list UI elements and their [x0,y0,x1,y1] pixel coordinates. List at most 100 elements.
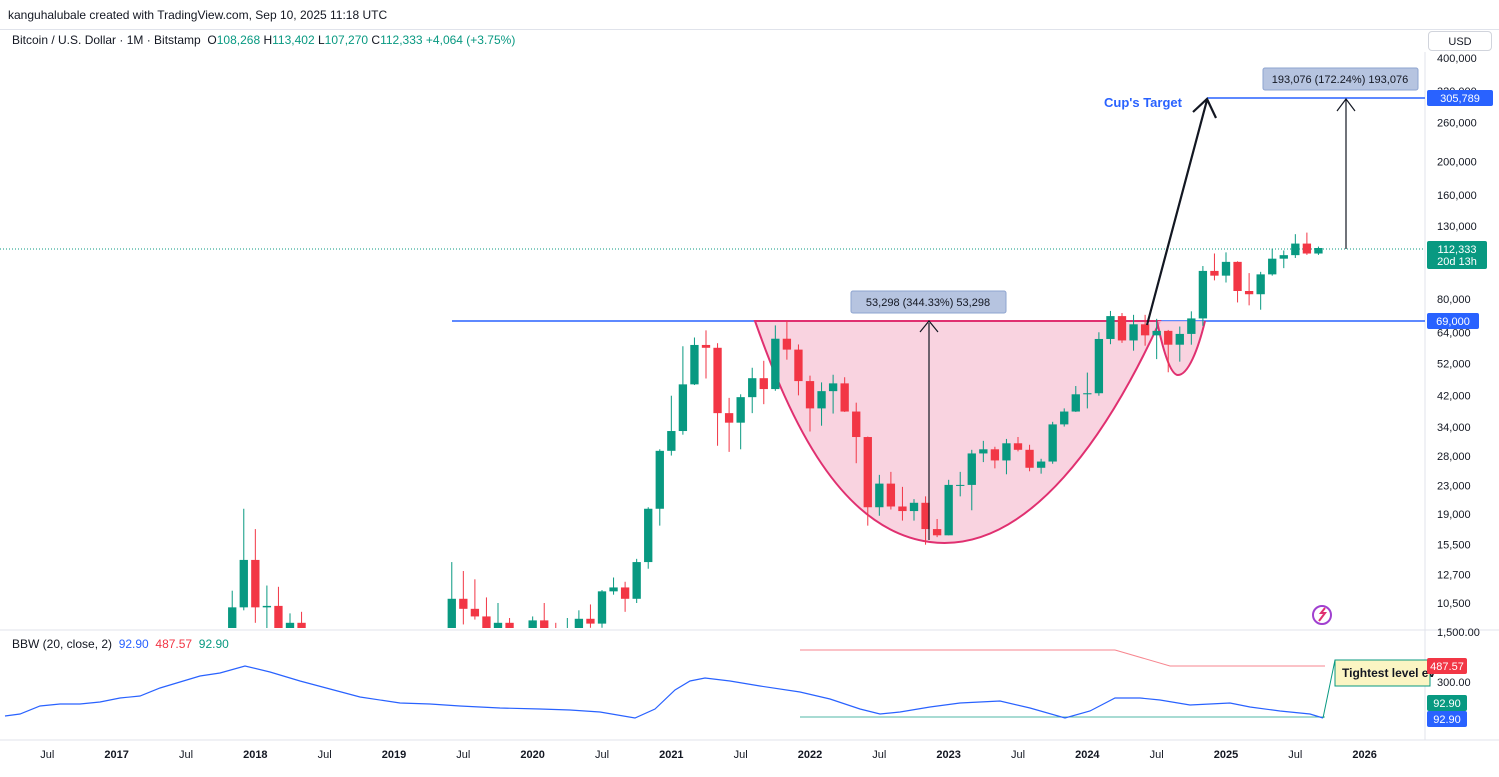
candle-body[interactable] [274,605,283,628]
candle-body[interactable] [771,338,780,390]
cup-shape[interactable] [753,320,1162,544]
cup-measure-box[interactable] [850,290,1007,314]
handle-shape[interactable] [1156,320,1206,377]
candle-body[interactable] [1013,443,1023,450]
candle-body[interactable] [1002,443,1011,461]
candle-body[interactable] [1175,333,1184,345]
candle-body[interactable] [632,562,641,599]
candle-body[interactable] [805,381,815,409]
candle-body[interactable] [828,383,838,392]
candle-body[interactable] [817,391,826,409]
time-tick-label: Jul [179,749,193,761]
candle-body[interactable] [644,508,653,563]
candle-body[interactable] [528,620,537,628]
candle-body[interactable] [1279,255,1288,259]
low-value: 107,270 [324,33,369,47]
candle-body[interactable] [863,437,872,508]
candle-body[interactable] [1106,316,1115,339]
candle-body[interactable] [586,618,595,624]
candle-body[interactable] [979,449,988,454]
candle-body[interactable] [1256,274,1265,295]
candle-body[interactable] [956,484,965,486]
candle-body[interactable] [470,608,480,617]
price-tick-label: 130,000 [1437,221,1477,233]
candle-body[interactable] [713,347,722,414]
candle-body[interactable] [690,344,699,385]
candle-body[interactable] [1060,411,1069,425]
candle-body[interactable] [505,622,514,628]
candle-body[interactable] [1187,318,1196,334]
candle-body[interactable] [1036,461,1046,468]
symbol-legend: Bitcoin / U.S. Dollar · 1M · Bitstamp O1… [12,33,515,47]
candle-body[interactable] [574,618,584,628]
candle-body[interactable] [840,383,849,412]
candle-body[interactable] [782,338,792,350]
close-value: 112,333 [380,33,423,47]
candle-body[interactable] [597,591,607,624]
candle-body[interactable] [724,413,734,423]
candle-body[interactable] [459,598,468,609]
candle-body[interactable] [1140,324,1150,336]
candle-body[interactable] [759,378,768,390]
candle-body[interactable] [1302,243,1312,254]
candle-body[interactable] [1291,243,1300,256]
candle-body[interactable] [967,453,976,485]
candle-body[interactable] [909,502,919,512]
candle-body[interactable] [990,449,1000,461]
candle-body[interactable] [886,483,896,507]
candle-body[interactable] [1268,258,1277,275]
candle-body[interactable] [540,620,549,628]
candle-body[interactable] [1210,270,1219,276]
currency-button[interactable]: USD [1428,31,1492,51]
candle-body[interactable] [655,450,664,509]
candle-body[interactable] [1025,449,1034,468]
candle-body[interactable] [921,502,930,530]
candle-body[interactable] [262,605,272,608]
candle-body[interactable] [1152,330,1161,336]
price-tick-label: 64,000 [1437,327,1471,339]
candle-body[interactable] [1221,261,1231,276]
candle-body[interactable] [1164,330,1173,345]
candle-body[interactable] [1094,338,1104,394]
candle-body[interactable] [447,598,456,628]
target-measure-box[interactable] [1262,67,1419,91]
candle-body[interactable] [852,411,861,438]
candle-body[interactable] [898,506,907,512]
candle-body[interactable] [1314,248,1323,254]
price-tick-label: 23,000 [1437,481,1471,493]
candle-body[interactable] [228,607,237,628]
candle-body[interactable] [944,484,953,536]
candle-body[interactable] [794,349,803,382]
candle-body[interactable] [1129,324,1138,341]
candle-body[interactable] [736,397,745,423]
projection-arrow[interactable] [1145,99,1209,326]
candle-body[interactable] [1071,394,1080,412]
candle-body[interactable] [1244,291,1254,295]
rim-price-text: 69,000 [1436,316,1470,328]
candle-body[interactable] [609,587,618,592]
candle-body[interactable] [620,587,630,599]
candle-body[interactable] [251,559,260,608]
time-tick-label: Jul [1288,749,1302,761]
candle-body[interactable] [1083,393,1092,395]
candle-body[interactable] [932,529,942,536]
candle-body[interactable] [285,622,295,628]
candle-body[interactable] [482,616,491,628]
candle-body[interactable] [1198,270,1208,319]
candle-body[interactable] [875,483,884,508]
candle-body[interactable] [678,384,688,432]
cup-measure-text: 53,298 (344.33%) 53,298 [866,297,990,309]
candle-body[interactable] [297,622,306,628]
time-axis[interactable]: Jul 2017 Jul 2018 Jul 2019 Jul 2020 Jul 2021 Jul 20… [40,749,1377,761]
candle-body[interactable] [667,431,676,451]
candle-body[interactable] [701,344,711,348]
candle-body[interactable] [1117,316,1127,341]
candle-body[interactable] [493,622,503,628]
candle-body[interactable] [239,559,248,608]
candle-body[interactable] [1048,424,1057,462]
candle-body[interactable] [1233,261,1242,292]
price-axis[interactable]: 400,000320,000260,000200,000160,000130,0… [1437,53,1480,639]
candle-body[interactable] [748,378,757,398]
high-label: H [263,33,273,47]
